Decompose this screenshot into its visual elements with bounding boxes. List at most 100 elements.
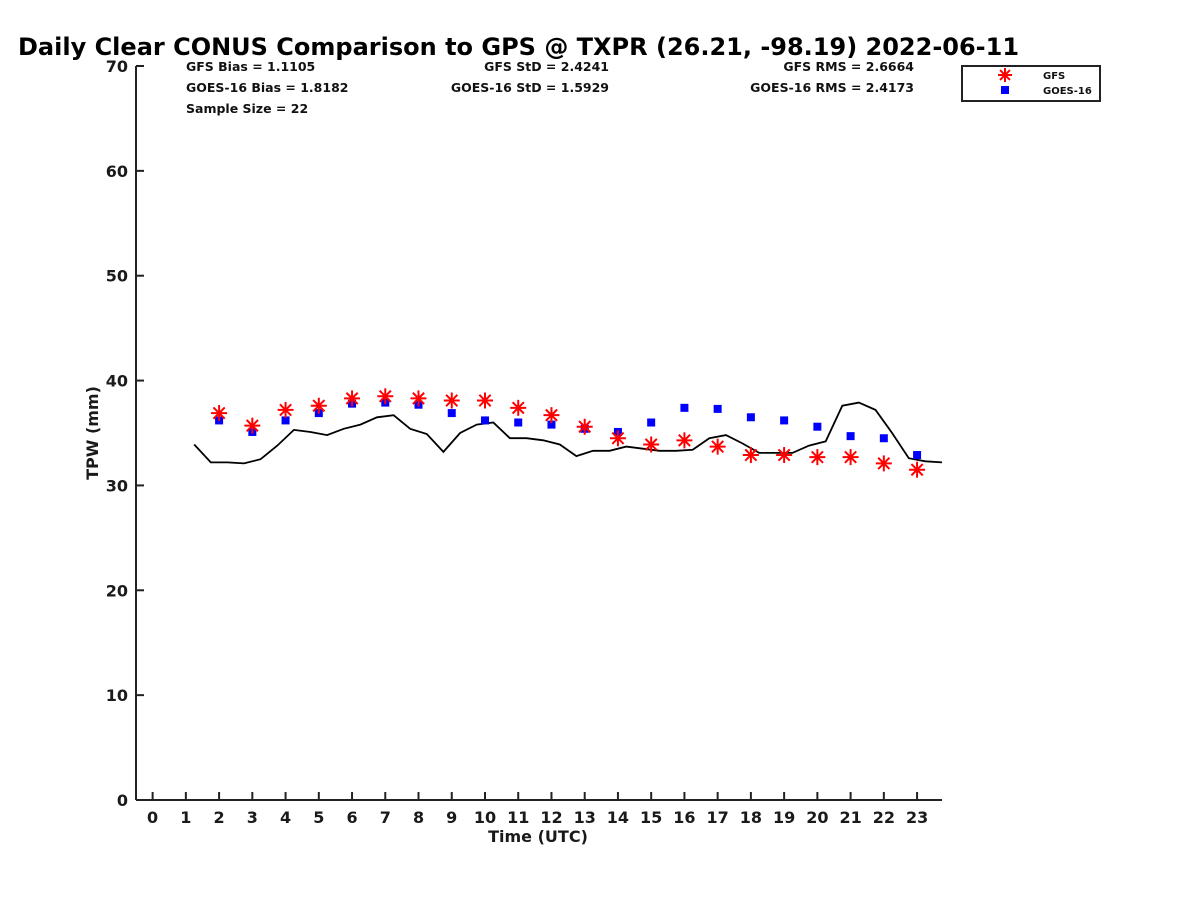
x-tick-label: 3 [247, 808, 258, 827]
goes-point [713, 404, 722, 413]
statistics-block: GFS Bias = 1.1105 GOES-16 Bias = 1.8182 … [186, 59, 914, 116]
goes-point [746, 413, 755, 422]
asterisk-stroke [711, 440, 725, 453]
asterisk-stroke [245, 419, 259, 433]
legend-gfs-asterisk-icon [998, 68, 1012, 82]
asterisk-stroke [578, 420, 592, 434]
gfs-point [543, 407, 560, 424]
asterisk-stroke [910, 463, 924, 477]
gfs-point [277, 401, 294, 418]
legend-goes-square-icon [1001, 86, 1009, 94]
goes-point [813, 422, 822, 431]
x-tick-label: 17 [707, 808, 729, 827]
asterisk-stroke [644, 438, 658, 451]
goes-point [480, 416, 489, 425]
gfs-point [443, 392, 460, 409]
asterisk-stroke [212, 406, 226, 420]
x-tick-label: 16 [673, 808, 695, 827]
goes-point [547, 420, 556, 429]
asterisk-stroke [345, 392, 359, 405]
y-tick-label: 20 [106, 581, 128, 600]
gfs-point [344, 390, 361, 407]
legend-goes-label: GOES-16 [1043, 86, 1092, 97]
chart-title: Daily Clear CONUS Comparison to GPS @ TX… [18, 33, 1019, 61]
gfs-point [410, 390, 427, 407]
asterisk-stroke [777, 448, 791, 462]
goes-rms-text: GOES-16 RMS = 2.4173 [750, 80, 914, 95]
asterisk-stroke [545, 408, 558, 422]
x-ticks: 0 1 2 3 4 5 6 7 8 9 10 11 12 13 14 15 16 17 18 19 20 21 22 23 [147, 792, 928, 827]
gps-line [193, 401, 943, 465]
goes-point [447, 409, 456, 418]
x-tick-label: 8 [413, 808, 424, 827]
x-tick-label: 11 [507, 808, 529, 827]
goes-bias-text: GOES-16 Bias = 1.8182 [186, 80, 348, 95]
gfs-point [676, 432, 693, 449]
gfs-point [875, 455, 892, 472]
gfs-point [310, 397, 327, 414]
gfs-point [377, 388, 394, 405]
asterisk-stroke [511, 401, 525, 415]
y-tick-label: 50 [106, 267, 128, 286]
y-tick-label: 30 [106, 476, 128, 495]
legend-gfs-asterisk [998, 68, 1012, 82]
x-tick-label: 5 [313, 808, 324, 827]
goes-point [846, 432, 855, 441]
gfs-point [576, 418, 593, 435]
x-tick-label: 7 [380, 808, 391, 827]
series-layer [193, 388, 943, 478]
asterisk-stroke [445, 394, 459, 407]
x-tick-label: 14 [607, 808, 629, 827]
y-tick-label: 0 [117, 791, 128, 810]
x-axis-label: Time (UTC) [488, 827, 588, 846]
y-ticks: 0 10 20 30 40 50 60 70 [106, 57, 144, 810]
x-tick-label: 23 [906, 808, 928, 827]
gfs-point [244, 417, 261, 434]
goes-point [879, 434, 888, 443]
asterisk-stroke [810, 450, 824, 464]
goes-point [514, 418, 523, 427]
gfs-point [643, 436, 660, 453]
gfs-rms-text: GFS RMS = 2.6664 [783, 59, 914, 74]
asterisk-stroke [844, 450, 857, 464]
x-tick-label: 19 [773, 808, 795, 827]
goes-point [780, 416, 789, 425]
x-tick-label: 2 [214, 808, 225, 827]
goes-point [281, 416, 290, 425]
goes-std-text: GOES-16 StD = 1.5929 [451, 80, 609, 95]
x-tick-label: 9 [446, 808, 457, 827]
sample-size-text: Sample Size = 22 [186, 101, 308, 116]
gfs-point [809, 449, 826, 466]
gfs-point [609, 430, 626, 447]
gfs-point [709, 438, 726, 455]
asterisk-stroke [744, 448, 758, 462]
asterisk-stroke [999, 69, 1011, 81]
gfs-point [842, 449, 859, 466]
goes-point [647, 418, 656, 427]
asterisk-stroke [678, 433, 691, 447]
x-tick-label: 0 [147, 808, 158, 827]
asterisk-stroke [877, 457, 891, 470]
gfs-point [776, 447, 793, 464]
legend-gfs-label: GFS [1043, 71, 1065, 82]
gfs-point [742, 447, 759, 464]
asterisk-stroke [412, 392, 425, 405]
gfs-point [909, 461, 926, 478]
y-tick-label: 40 [106, 372, 128, 391]
asterisk-stroke [378, 389, 392, 403]
legend: GFS GOES-16 [961, 65, 1101, 102]
y-axis-label: TPW (mm) [83, 386, 102, 480]
asterisk-stroke [312, 399, 326, 413]
x-tick-label: 22 [873, 808, 895, 827]
gfs-point [476, 392, 493, 409]
x-tick-label: 21 [839, 808, 861, 827]
x-tick-label: 18 [740, 808, 762, 827]
x-tick-label: 4 [280, 808, 291, 827]
asterisk-stroke [478, 394, 492, 407]
y-tick-label: 70 [106, 57, 128, 76]
y-tick-label: 60 [106, 162, 128, 181]
gfs-std-text: GFS StD = 2.4241 [484, 59, 609, 74]
x-tick-label: 15 [640, 808, 662, 827]
